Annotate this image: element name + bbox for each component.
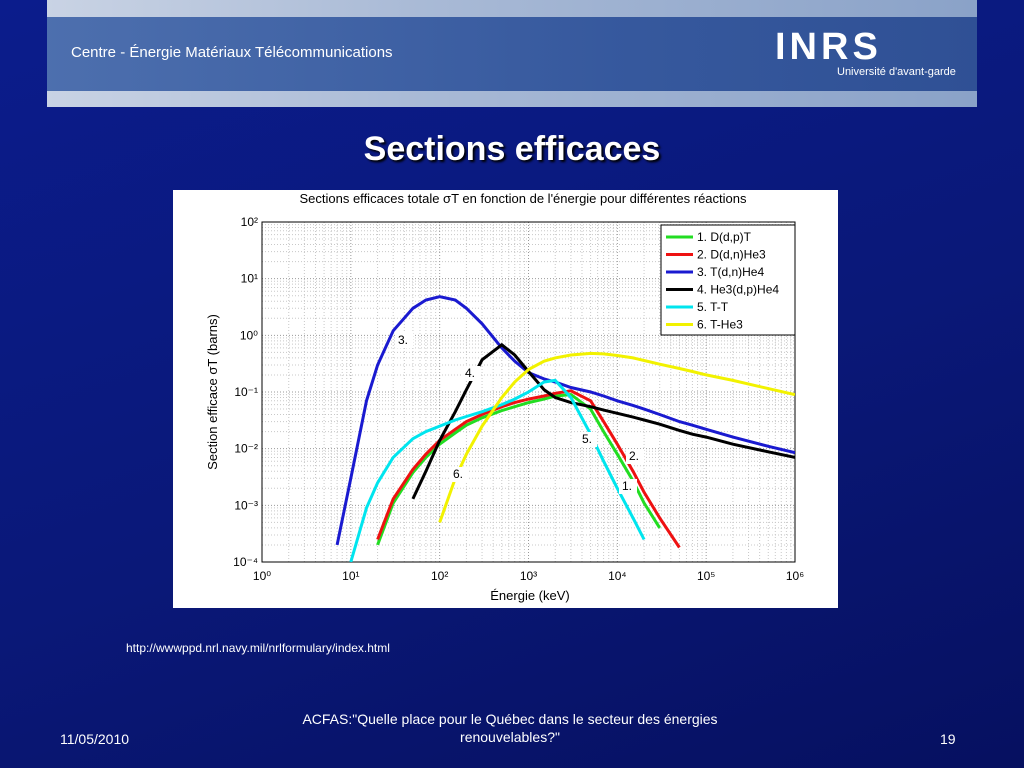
chart: Sections efficaces totale σT en fonction…: [173, 190, 838, 608]
series-line: [438, 351, 795, 523]
series-line: [335, 295, 795, 546]
series-line: [411, 342, 795, 500]
x-tick-label: 10¹: [342, 569, 359, 583]
source-link[interactable]: http://wwwppd.nrl.navy.mil/nrlformulary/…: [126, 641, 390, 655]
annotation: 2.: [629, 449, 639, 463]
annotation-bg: [579, 432, 597, 447]
footer-date: 11/05/2010: [60, 731, 130, 747]
x-tick-label: 10⁵: [697, 569, 715, 583]
y-axis-label: Section efficace σT (barns): [205, 314, 220, 470]
legend-label: 2. D(d,n)He3: [697, 248, 766, 262]
annotation: 3.: [398, 333, 408, 347]
legend-label: 3. T(d,n)He4: [697, 265, 764, 279]
y-tick-label: 10⁻⁴: [233, 555, 258, 569]
y-tick-label: 10¹: [241, 272, 258, 286]
plot-frame: [261, 221, 796, 563]
y-tick-label: 10⁻³: [234, 498, 258, 512]
annotation-bg: [626, 449, 644, 464]
y-tick-label: 10⁻²: [234, 442, 258, 456]
x-tick-label: 10⁴: [608, 569, 627, 583]
annotation: 4.: [465, 366, 475, 380]
logo: INRS: [775, 26, 882, 68]
x-tick-label: 10⁶: [786, 569, 804, 583]
legend-label: 1. D(d,p)T: [697, 230, 752, 244]
y-tick-label: 10⁰: [240, 328, 258, 342]
x-tick-label: 10³: [520, 569, 537, 583]
legend-box: [660, 224, 796, 336]
chart-title: Sections efficaces totale σT en fonction…: [299, 191, 747, 206]
annotation-bg: [462, 366, 480, 381]
legend-label: 4. He3(d,p)He4: [697, 283, 779, 297]
header-text: Centre - Énergie Matériaux Télécommunica…: [71, 44, 393, 61]
footer-center: ACFAS:"Quelle place pour le Québec dans …: [302, 711, 718, 745]
annotation-bg: [395, 333, 413, 348]
annotation: 6.: [453, 467, 463, 481]
x-tick-label: 10⁰: [253, 569, 271, 583]
annotation: 1.: [622, 479, 632, 493]
slide-title: Sections efficaces: [363, 130, 661, 168]
annotation-bg: [619, 479, 637, 494]
legend-label: 6. T-He3: [697, 318, 743, 332]
page-number: 19: [940, 731, 956, 747]
y-tick-label: 10²: [241, 215, 258, 229]
tagline: Université d'avant-garde: [837, 66, 956, 78]
y-tick-label: 10⁻¹: [234, 385, 258, 399]
header-banner: Centre - Énergie Matériaux Télécommunica…: [47, 0, 977, 107]
series-line: [349, 378, 646, 562]
x-tick-label: 10²: [431, 569, 448, 583]
legend-label: 5. T-T: [697, 300, 729, 314]
series-line: [376, 393, 661, 546]
annotation-bg: [450, 467, 468, 482]
x-axis-label: Énergie (keV): [490, 588, 569, 603]
header-strip: [47, 17, 977, 91]
annotation: 5.: [582, 432, 592, 446]
